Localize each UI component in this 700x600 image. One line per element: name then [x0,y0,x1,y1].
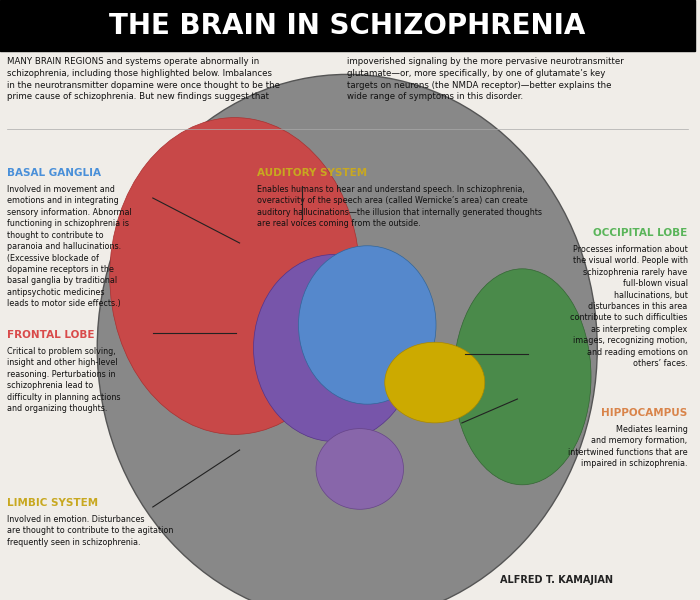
Text: Critical to problem solving,
insight and other high-level
reasoning. Perturbatio: Critical to problem solving, insight and… [7,347,120,413]
Text: Involved in movement and
emotions and in integrating
sensory information. Abnorm: Involved in movement and emotions and in… [7,185,132,308]
Ellipse shape [253,254,416,442]
Ellipse shape [316,428,403,509]
Text: BASAL GANGLIA: BASAL GANGLIA [7,168,101,178]
Ellipse shape [385,342,485,423]
Text: THE BRAIN IN SCHIZOPHRENIA: THE BRAIN IN SCHIZOPHRENIA [109,12,585,40]
FancyBboxPatch shape [0,0,694,51]
Ellipse shape [298,246,436,404]
Text: OCCIPITAL LOBE: OCCIPITAL LOBE [594,228,687,238]
Text: Processes information about
the visual world. People with
schizophrenia rarely h: Processes information about the visual w… [570,245,687,368]
Text: Involved in emotion. Disturbances
are thought to contribute to the agitation
fre: Involved in emotion. Disturbances are th… [7,515,174,547]
Ellipse shape [110,118,360,434]
Text: impoverished signaling by the more pervasive neurotransmitter
glutamate—or, more: impoverished signaling by the more perva… [347,57,624,101]
Text: LIMBIC SYSTEM: LIMBIC SYSTEM [7,498,98,508]
Text: FRONTAL LOBE: FRONTAL LOBE [7,330,94,340]
Text: HIPPOCAMPUS: HIPPOCAMPUS [601,408,687,418]
Ellipse shape [454,269,591,485]
Ellipse shape [97,74,597,600]
Text: AUDITORY SYSTEM: AUDITORY SYSTEM [257,168,367,178]
Text: ALFRED T. KAMAJIAN: ALFRED T. KAMAJIAN [500,575,613,585]
Text: MANY BRAIN REGIONS and systems operate abnormally in
schizophrenia, including th: MANY BRAIN REGIONS and systems operate a… [7,57,280,101]
Text: Mediates learning
and memory formation,
intertwined functions that are
impaired : Mediates learning and memory formation, … [568,425,687,468]
Text: Enables humans to hear and understand speech. In schizophrenia,
overactivity of : Enables humans to hear and understand sp… [257,185,542,228]
